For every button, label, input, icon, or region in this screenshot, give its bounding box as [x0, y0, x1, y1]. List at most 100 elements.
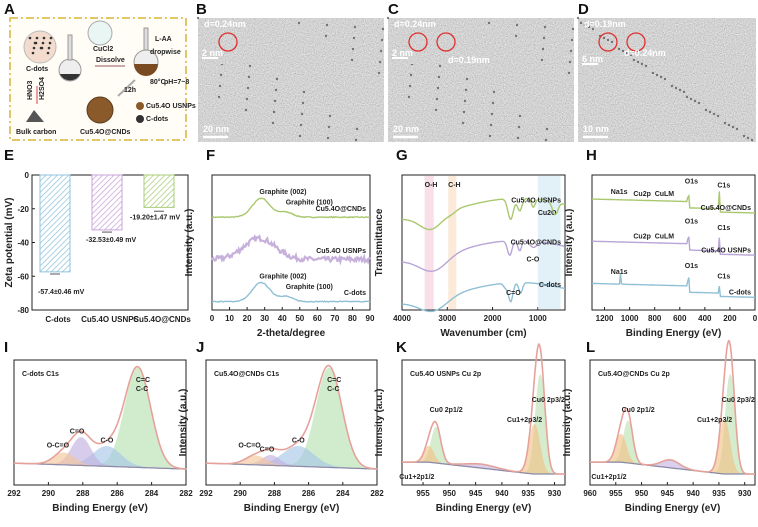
- peak-annotation: Na1s: [611, 189, 628, 196]
- nanoparticle-dot: [490, 112, 494, 116]
- nanoparticle-dot: [723, 121, 727, 125]
- x-tick-label: 282: [179, 489, 193, 498]
- lattice-circle: [436, 32, 456, 52]
- flask-liquid: [60, 74, 80, 81]
- component-label: C-O: [292, 438, 305, 445]
- series-label: C-dots: [344, 290, 366, 297]
- x-tick-label: 930: [548, 489, 562, 498]
- c-dot-particle: [28, 36, 32, 40]
- nanoparticle-dot: [298, 134, 302, 138]
- nanoparticle-dot: [517, 125, 521, 129]
- plot-frame: [211, 174, 371, 311]
- plot-frame: [205, 359, 378, 486]
- peak-annotation: Graphite (100): [286, 200, 333, 207]
- lattice-circle: [408, 32, 428, 52]
- chart-panel-e: Zeta potential (mV) 0 -20 -40 -60 -80 -57.4±0.…: [4, 171, 191, 324]
- component-label: Cu1+2p3/2: [507, 417, 542, 424]
- x-tick-label: 3000: [438, 314, 456, 323]
- x-axis-label: 2-theta/degree: [257, 328, 326, 339]
- x-tick-label: 950: [443, 489, 457, 498]
- nanoparticle-dot: [245, 97, 249, 101]
- c-dots-magnified-icon: [23, 30, 57, 64]
- x-tick-label: 935: [522, 489, 536, 498]
- component-label: Cu0 2p3/2: [532, 397, 565, 404]
- nanoparticle-dot: [583, 23, 587, 27]
- lattice-spacing-label: d=0.24nm: [394, 19, 436, 29]
- inset-scale-label: 2 nm: [392, 48, 413, 58]
- c-dot-particle: [48, 41, 52, 45]
- c-dot-particle: [33, 41, 37, 45]
- envelope-line: [13, 365, 187, 470]
- x-tick-label: 284: [145, 489, 159, 498]
- y-tick-label: 0: [25, 171, 30, 180]
- nanoparticle-dot: [463, 99, 467, 103]
- background-line: [402, 461, 565, 475]
- nanoparticle-dot: [492, 90, 496, 94]
- series-line: [401, 240, 566, 272]
- series-label: Cu5.4O@CNDs: [511, 240, 561, 247]
- series-line: [591, 191, 756, 214]
- scale-bar-label: 10 nm: [583, 124, 609, 134]
- nanoparticle-dot: [488, 134, 492, 138]
- nanoparticle-dot: [674, 86, 678, 90]
- x-tick-label: 1000: [529, 314, 547, 323]
- plot-frame: [401, 174, 566, 311]
- x-axis-label: Binding Energy (eV): [436, 503, 532, 514]
- nanoparticle-dot: [271, 121, 275, 125]
- x-tick-label: 10: [225, 314, 234, 323]
- peak-annotation: O1s: [685, 263, 698, 270]
- nanoparticle-dot: [438, 64, 442, 68]
- x-tick-label: 930: [738, 489, 752, 498]
- series-label: Cu5.4O USNPs: [701, 247, 751, 254]
- nanoparticle-dot: [299, 123, 303, 127]
- nanoparticle-dot: [435, 97, 439, 101]
- nanoparticle-dot: [576, 16, 580, 20]
- lattice-spacing-label-2: d=0.24nm: [624, 48, 666, 58]
- band-highlight: [448, 176, 457, 309]
- inset-scale-label: 6 nm: [582, 54, 603, 64]
- panel-label-l: L: [586, 339, 595, 356]
- nanoparticle-dot: [380, 38, 384, 42]
- series-label: C-dots: [539, 282, 561, 289]
- nanoparticle-dot: [541, 47, 545, 51]
- x-tick-label: 292: [7, 489, 21, 498]
- series-label: Cu5.4O@CNDs: [316, 206, 366, 213]
- nanoparticle-dot: [272, 110, 276, 114]
- nanoparticle-dot: [750, 138, 754, 142]
- nanoparticle-dot: [355, 127, 359, 131]
- background-line: [205, 462, 378, 470]
- nanoparticle-dot: [587, 25, 591, 29]
- nanoparticle-dot: [274, 88, 278, 92]
- x-axis-label: Wavenumber (cm): [440, 328, 526, 339]
- component-label: Cu1+2p1/2: [399, 474, 434, 481]
- x-tick-label: C-dots: [45, 315, 71, 324]
- reaction-flask-neck: [143, 27, 149, 51]
- product-label: Cu5.4O@CNDs: [80, 129, 130, 136]
- tem-image-c: d=0.24nm d=0.19nm 2 nm 20 nm: [386, 16, 575, 142]
- x-axis-label: Binding Energy (eV): [244, 503, 340, 514]
- component-label: C=O: [70, 429, 85, 436]
- cucl2-label: CuCl2: [93, 46, 113, 53]
- cucl2-icon: [87, 20, 113, 46]
- nanoparticle-dot: [196, 16, 200, 20]
- nanoparticle-dot: [621, 49, 625, 53]
- nanoparticle-dot: [491, 101, 495, 105]
- lattice-spacing-label: d=0.19nm: [584, 19, 626, 29]
- nanoparticle-dot: [670, 84, 674, 88]
- nanoparticle-dot: [247, 75, 251, 79]
- x-tick-label: 292: [199, 489, 213, 498]
- tem-micrograph: [578, 18, 756, 142]
- legend-cdots-label: C-dots: [146, 116, 168, 123]
- nanoparticle-dot: [386, 16, 390, 20]
- nanoparticle-dot: [218, 84, 222, 88]
- nanoparticle-dot: [244, 108, 248, 112]
- product-particle-icon: [86, 96, 114, 124]
- c-dot-particle: [47, 46, 51, 50]
- nanoparticle-dot: [610, 40, 614, 44]
- nanoparticle-dot: [571, 27, 575, 31]
- nanoparticle-dot: [408, 84, 412, 88]
- usnps-legend-dot: [136, 102, 144, 110]
- bar-value-label: -57.4±0.46 mV: [38, 289, 85, 296]
- plot-frame: [401, 359, 566, 486]
- nanoparticle-dot: [685, 95, 689, 99]
